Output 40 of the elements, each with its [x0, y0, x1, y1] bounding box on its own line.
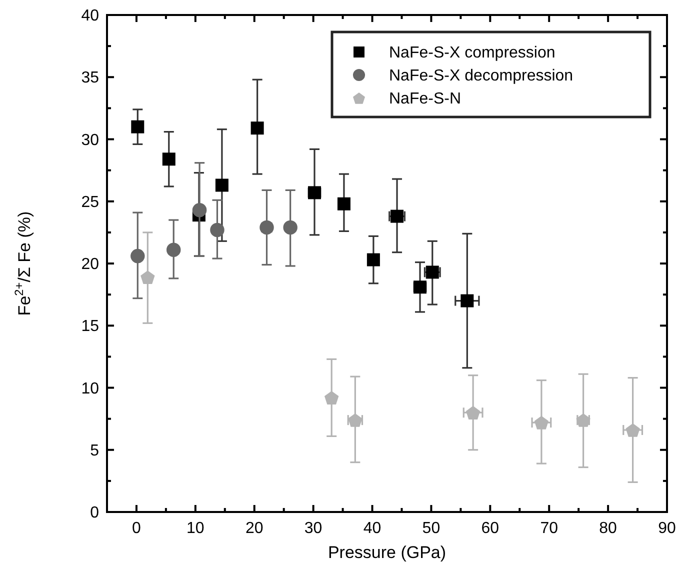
point	[131, 120, 144, 134]
point	[366, 253, 380, 266]
point	[324, 391, 339, 405]
point	[460, 294, 474, 308]
point	[130, 248, 145, 264]
point	[192, 202, 207, 218]
x-tick-label: 40	[363, 520, 382, 537]
y-tick-label: 15	[81, 318, 100, 336]
point	[250, 122, 264, 135]
point	[534, 416, 549, 430]
point	[283, 220, 298, 235]
y-tick-label: 10	[81, 380, 100, 398]
point	[626, 423, 640, 437]
y-tick-label: 35	[81, 70, 100, 87]
x-tick-label: 90	[658, 520, 676, 537]
point	[166, 242, 181, 257]
x-tick-label: 10	[186, 520, 204, 537]
x-tick-label: 30	[304, 520, 322, 537]
y-tick-label: 30	[81, 132, 100, 149]
point	[162, 152, 176, 166]
x-tick-label: 20	[245, 520, 264, 537]
x-tick-label: 70	[540, 520, 558, 537]
y-tick-label: 40	[81, 8, 100, 25]
y-tick-label: 20	[81, 256, 100, 274]
legend-label: NaFe-S-X compression	[389, 44, 556, 62]
y-tick-label: 0	[90, 504, 100, 522]
point	[210, 222, 224, 238]
legend-label: NaFe-S-N	[389, 90, 462, 108]
y-tick-label: 5	[90, 442, 100, 460]
point	[466, 406, 480, 420]
legend-label: NaFe-S-X decompression	[389, 68, 574, 85]
point	[215, 178, 228, 192]
x-axis-title: Pressure (GPa)	[328, 543, 446, 562]
point	[337, 197, 350, 210]
x-tick-label: 50	[422, 520, 440, 537]
point	[140, 270, 155, 284]
y-tick-label: 25	[81, 194, 100, 211]
x-tick-label: 60	[481, 520, 500, 537]
x-tick-label: 80	[599, 520, 618, 537]
x-tick-label: 0	[132, 520, 142, 537]
